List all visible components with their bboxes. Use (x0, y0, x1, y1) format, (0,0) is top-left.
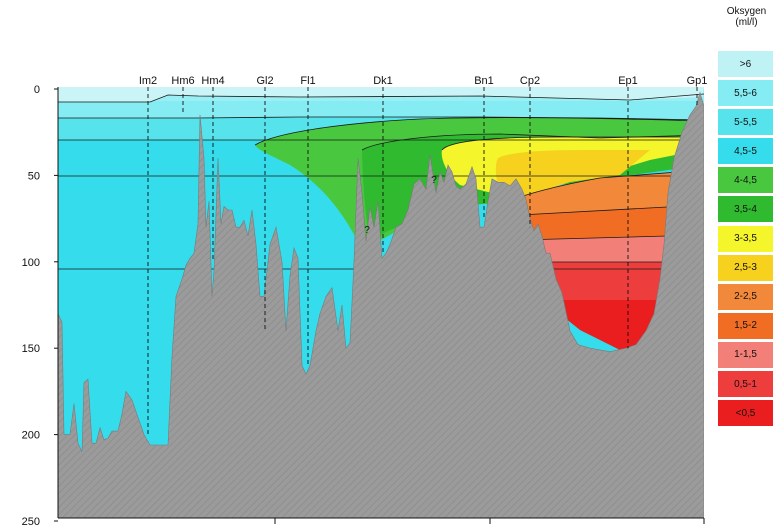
legend-item: 4-4,5 (718, 167, 773, 194)
station-label: Im2 (139, 75, 157, 87)
y-tick-label: 150 (22, 343, 40, 355)
orange-15-2 (520, 205, 704, 245)
isoline-6 (254, 117, 701, 146)
legend-item: 0,5-1 (718, 371, 773, 398)
legend-item: 3,5-4 (718, 196, 773, 223)
legend-item: 5,5-6 (718, 80, 773, 107)
legend-item: 1-1,5 (718, 341, 773, 368)
y-tick-label: 250 (22, 516, 40, 528)
legend-item: >6 (718, 51, 773, 77)
question-mark: ? (431, 175, 437, 186)
y-tick-label: 0 (34, 84, 40, 96)
yellow-25-3 (495, 150, 650, 200)
isoline-7 (361, 133, 704, 151)
station-label: Bn1 (474, 75, 494, 87)
legend-title-line1: Oksygen (726, 6, 767, 17)
legend-item: <0,5 (718, 400, 773, 427)
station-label: Hm6 (171, 75, 194, 87)
y-tick-label: 200 (22, 430, 40, 442)
station-label: Cp2 (520, 75, 540, 87)
salmon-1-15 (520, 235, 704, 262)
seabed (58, 91, 704, 518)
isoline-1 (58, 93, 704, 103)
oxygen-section-chart: Im2 Hm6 Hm4 Gl2 Fl1 Dk1 Bn1 Cp2 Ep1 Gp1?? 0 50 100 1… (22, 75, 708, 528)
legend-item: 3-3,5 (718, 225, 773, 252)
legend-item: 2-2,5 (718, 283, 773, 310)
legend-item: 4,5-5 (718, 138, 773, 165)
y-tick-label: 100 (22, 257, 40, 269)
water-over6 (58, 87, 704, 102)
legend-title-line2: (ml/l) (735, 17, 758, 28)
legend: >6 5,5-6 5-5,5 4,5-5 4-4,5 3,5-4 3-3,5 2,5-3 2-2… (718, 51, 775, 429)
isoline-8 (441, 136, 680, 151)
station-label: Gp1 (687, 75, 708, 87)
station-label: Dk1 (373, 75, 393, 87)
station-label: Hm4 (201, 75, 224, 87)
surface-sheen (58, 87, 704, 101)
question-mark: ? (364, 225, 370, 236)
isoline-2 (58, 116, 704, 121)
legend-item: 5-5,5 (718, 109, 773, 136)
station-label: Fl1 (300, 75, 315, 87)
y-tick-label: 50 (28, 170, 40, 182)
legend-item: 1,5-2 (718, 312, 773, 339)
legend-title: Oksygen (ml/l) (718, 6, 775, 28)
legend-item: 2,5-3 (718, 254, 773, 281)
station-label: Gl2 (256, 75, 273, 87)
station-label: Ep1 (618, 75, 638, 87)
